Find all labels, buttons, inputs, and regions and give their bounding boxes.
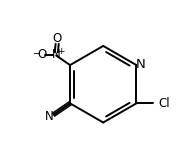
- Text: O: O: [52, 32, 62, 45]
- Text: N: N: [52, 49, 61, 61]
- Text: +: +: [57, 47, 64, 56]
- Text: Cl: Cl: [159, 97, 170, 110]
- Text: −: −: [33, 49, 41, 59]
- Text: O: O: [37, 49, 46, 61]
- Text: N: N: [135, 58, 145, 71]
- Text: N: N: [45, 110, 54, 123]
